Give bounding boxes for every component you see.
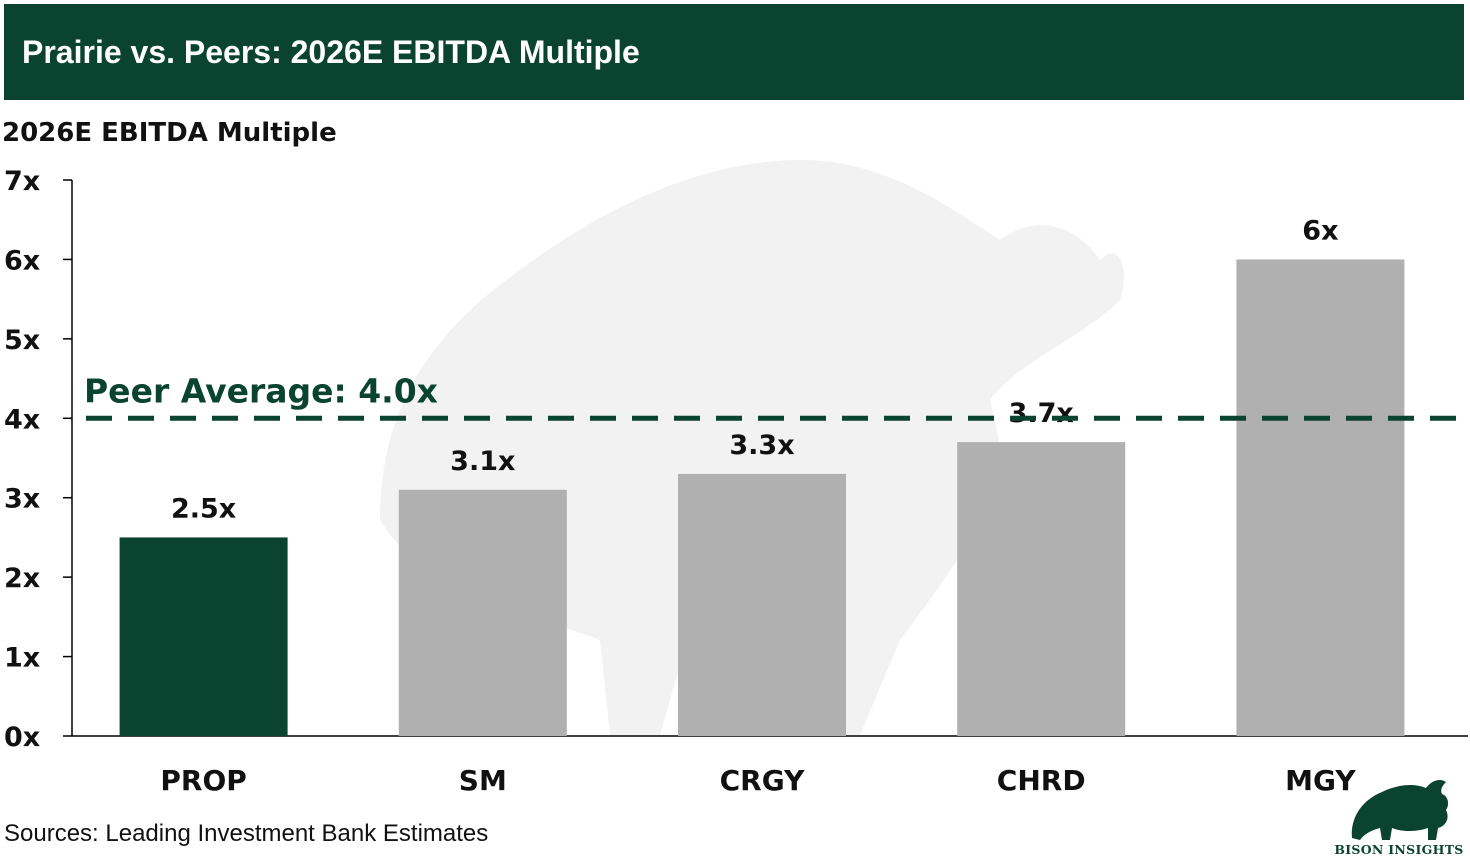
peer-average-label: Peer Average: 4.0x: [84, 371, 438, 410]
brand-name: BISON INSIGHTS: [1334, 842, 1464, 857]
x-category-label: MGY: [1285, 764, 1356, 797]
bar-value-label: 6x: [1302, 215, 1338, 246]
bar-crgy: [678, 473, 846, 736]
x-category-label: CHRD: [997, 764, 1086, 797]
reference-line-group: Peer Average: 4.0x: [84, 371, 1462, 421]
bar-prop: [119, 537, 288, 736]
y-tick-label: 0x: [4, 722, 40, 753]
value-labels: 2.5x 3.1x 3.3x 3.7x 6x: [171, 215, 1339, 524]
x-category-label: PROP: [160, 764, 246, 797]
x-category-label: CRGY: [720, 764, 805, 797]
bar-sm: [398, 489, 567, 736]
bison-logo-icon: [1351, 780, 1449, 840]
source-note: Sources: Leading Investment Bank Estimat…: [4, 820, 489, 847]
y-ticks: 0x 1x 2x 3x 4x 5x 6x 7x: [4, 166, 72, 753]
bars: [119, 259, 1405, 736]
y-tick-label: 6x: [4, 245, 40, 276]
bar-chrd: [957, 442, 1126, 736]
bar-mgy: [1236, 259, 1405, 736]
bar-value-label: 3.7x: [1009, 398, 1074, 429]
bar-value-label: 3.1x: [450, 446, 515, 477]
bar-value-label: 3.3x: [729, 430, 794, 461]
header-banner: Prairie vs. Peers: 2026E EBITDA Multiple: [4, 4, 1464, 100]
y-tick-label: 2x: [4, 563, 40, 594]
bar-value-label: 2.5x: [171, 493, 236, 524]
y-tick-label: 1x: [4, 643, 40, 674]
y-tick-label: 5x: [4, 325, 40, 356]
page-title: Prairie vs. Peers: 2026E EBITDA Multiple: [22, 34, 640, 70]
x-labels: PROP SM CRGY CHRD MGY: [160, 764, 1356, 797]
y-axis-title: 2026E EBITDA Multiple: [2, 118, 337, 148]
y-tick-label: 7x: [4, 166, 40, 197]
x-category-label: SM: [459, 764, 507, 797]
y-tick-label: 3x: [4, 484, 40, 515]
y-tick-label: 4x: [4, 404, 40, 435]
